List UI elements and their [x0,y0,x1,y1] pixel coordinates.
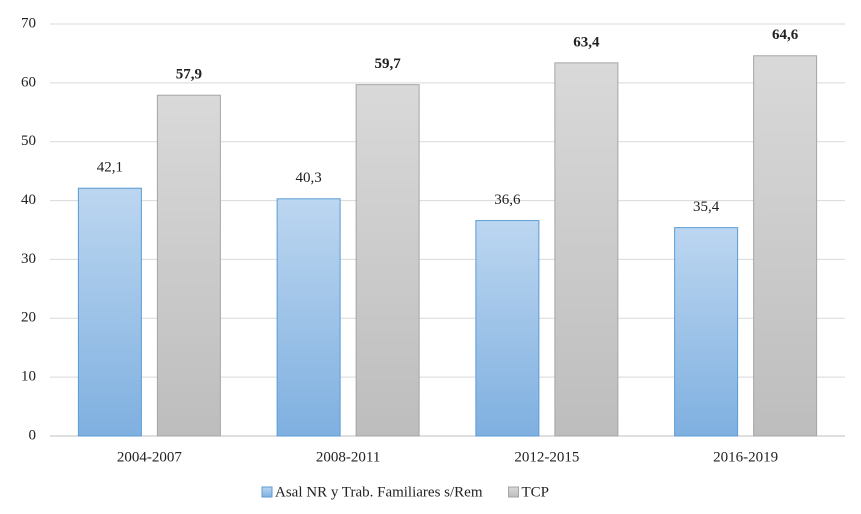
value-label: 63,4 [573,34,600,50]
value-label: 40,3 [296,170,322,186]
value-label: 64,6 [772,27,799,43]
value-label: 35,4 [693,199,720,215]
value-label: 36,6 [494,192,521,208]
x-tick-label: 2008-2011 [316,449,380,465]
y-tick-label: 70 [21,15,36,31]
legend-swatch [508,486,520,498]
bar [276,198,341,437]
y-tick-label: 40 [21,192,36,208]
bar [77,187,142,437]
y-tick-label: 20 [21,310,36,326]
bar [475,220,540,437]
bar [156,94,221,437]
value-label: 57,9 [176,67,202,83]
y-tick-label: 30 [21,251,36,267]
bar [753,55,818,437]
value-label: 59,7 [375,56,402,72]
legend-swatch [261,486,273,498]
y-tick-label: 10 [21,369,36,385]
bar [554,62,619,437]
legend-label: Asal NR y Trab. Familiares s/Rem [275,484,483,500]
y-tick-label: 0 [29,427,37,443]
bar [674,227,739,437]
legend-label: TCP [522,484,550,500]
value-label: 42,1 [97,160,123,176]
x-tick-label: 2012-2015 [514,449,579,465]
bar [355,84,420,437]
y-tick-label: 60 [21,74,36,90]
x-tick-label: 2004-2007 [117,449,182,465]
x-tick-label: 2016-2019 [713,449,778,465]
y-tick-label: 50 [21,133,36,149]
